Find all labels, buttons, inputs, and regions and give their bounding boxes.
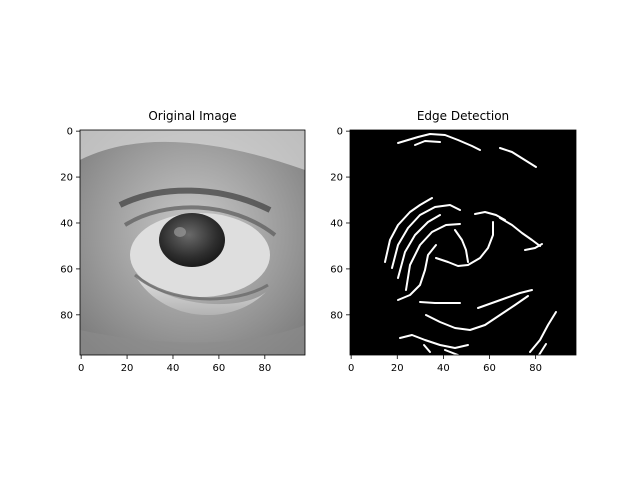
x-tick-label-edges-1: 20 [391, 363, 404, 374]
ticks-original: 0 0 20 20 40 40 60 60 80 80 [60, 127, 271, 374]
y-tick-label-edges-0: 0 [337, 127, 343, 138]
y-tick-label-original-1: 20 [60, 173, 73, 184]
x-tick-label-original-1: 20 [121, 363, 134, 374]
x-tick-label-original-0: 0 [78, 363, 84, 374]
x-tick-label-edges-2: 40 [437, 363, 450, 374]
x-tick-label-original-3: 60 [213, 363, 226, 374]
panel-title-edges: Edge Detection [417, 109, 509, 123]
edge-image [350, 130, 576, 355]
y-tick-label-original-2: 40 [60, 218, 73, 229]
y-tick-label-original-3: 60 [60, 264, 73, 275]
ticks-edges: 0 0 20 20 40 40 60 60 80 80 [330, 127, 542, 374]
panel-original: Original Image 0 0 20 20 40 40 60 60 80 80 [60, 109, 306, 374]
y-tick-label-original-0: 0 [67, 127, 73, 138]
x-tick-label-edges-0: 0 [348, 363, 354, 374]
y-tick-label-edges-3: 60 [330, 264, 343, 275]
panel-title-original: Original Image [148, 109, 236, 123]
y-tick-label-original-4: 80 [60, 310, 73, 321]
y-tick-label-edges-4: 80 [330, 310, 343, 321]
x-tick-label-original-2: 40 [167, 363, 180, 374]
x-tick-label-edges-3: 60 [483, 363, 496, 374]
x-tick-label-original-4: 80 [258, 363, 271, 374]
x-tick-label-edges-4: 80 [529, 363, 542, 374]
eye-photo [80, 130, 305, 355]
y-tick-label-edges-1: 20 [330, 173, 343, 184]
y-tick-label-edges-2: 40 [330, 218, 343, 229]
panel-edges: Edge Detection [330, 109, 577, 374]
axes-frame-edges [349, 129, 577, 356]
axes-frame-original [79, 129, 306, 356]
